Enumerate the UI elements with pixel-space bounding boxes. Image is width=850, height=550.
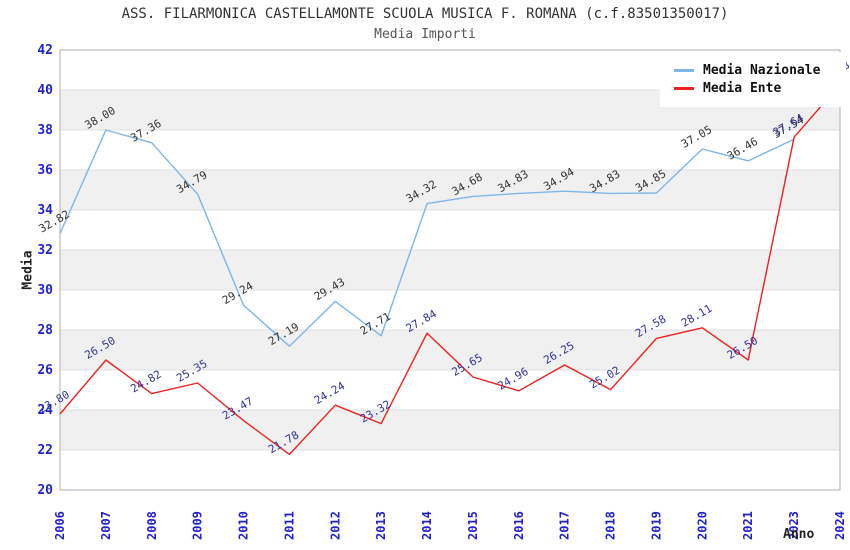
legend-label-media-ente: Media Ente [703, 81, 782, 96]
y-tick-label: 36 [37, 163, 53, 178]
y-tick-label: 34 [37, 203, 53, 218]
y-tick-label: 38 [37, 123, 53, 138]
y-tick-label: 40 [37, 83, 53, 98]
y-tick-label: 26 [37, 363, 53, 378]
data-label-media-ente: 28.11 [679, 302, 714, 330]
plot-band [60, 330, 840, 370]
media-nazionale-line-swatch [674, 69, 694, 72]
plot-band [60, 410, 840, 450]
x-tick-label: 2023 [787, 511, 801, 540]
chart-title: ASS. FILARMONICA CASTELLAMONTE SCUOLA MU… [121, 6, 729, 22]
x-tick-label: 2007 [99, 511, 113, 540]
plot-band [60, 170, 840, 210]
x-tick-label: 2016 [512, 511, 526, 540]
x-axis-title: Anno [783, 527, 815, 542]
legend-item-media-ente: Media Ente [674, 81, 846, 96]
data-label-media-nazionale: 36.46 [725, 135, 760, 163]
y-tick-label: 24 [37, 403, 53, 418]
series-line-media-nazionale [59, 129, 795, 347]
x-tick-label: 2011 [282, 511, 296, 540]
x-tick-label: 2019 [649, 511, 663, 540]
x-tick-label: 2009 [191, 511, 205, 540]
legend: Media Nazionale Media Ente [660, 52, 846, 107]
plot-border [59, 49, 841, 491]
y-tick-label: 22 [37, 443, 53, 458]
x-tick-label: 2024 [833, 511, 847, 540]
x-tick-label: 2014 [420, 511, 434, 540]
plot-band [60, 250, 840, 290]
x-tick-label: 2013 [374, 511, 388, 540]
y-axis-title: Media [20, 250, 36, 290]
legend-label-media-nazionale: Media Nazionale [703, 63, 821, 78]
y-tick-label: 28 [37, 323, 53, 338]
x-tick-label: 2010 [237, 511, 251, 540]
series-line-media-ente [59, 83, 841, 456]
x-tick-label: 2015 [466, 511, 480, 540]
x-tick-label: 2018 [604, 511, 618, 540]
media-ente-line-swatch [674, 87, 694, 90]
chart-subtitle: Media Importi [374, 27, 476, 42]
y-tick-label: 32 [37, 243, 53, 258]
x-tick-label: 2008 [145, 511, 159, 540]
y-tick-label: 20 [37, 483, 53, 498]
x-tick-label: 2017 [558, 511, 572, 540]
data-label-media-ente: 24.24 [312, 379, 348, 407]
x-tick-label: 2006 [53, 511, 67, 540]
legend-item-media-nazionale: Media Nazionale [674, 63, 846, 78]
data-label-media-ente: 24.82 [128, 368, 163, 396]
x-tick-label: 2021 [741, 511, 755, 540]
x-tick-label: 2020 [695, 511, 709, 540]
x-tick-label: 2012 [328, 511, 342, 540]
y-tick-label: 42 [37, 43, 53, 58]
y-tick-label: 30 [37, 283, 53, 298]
